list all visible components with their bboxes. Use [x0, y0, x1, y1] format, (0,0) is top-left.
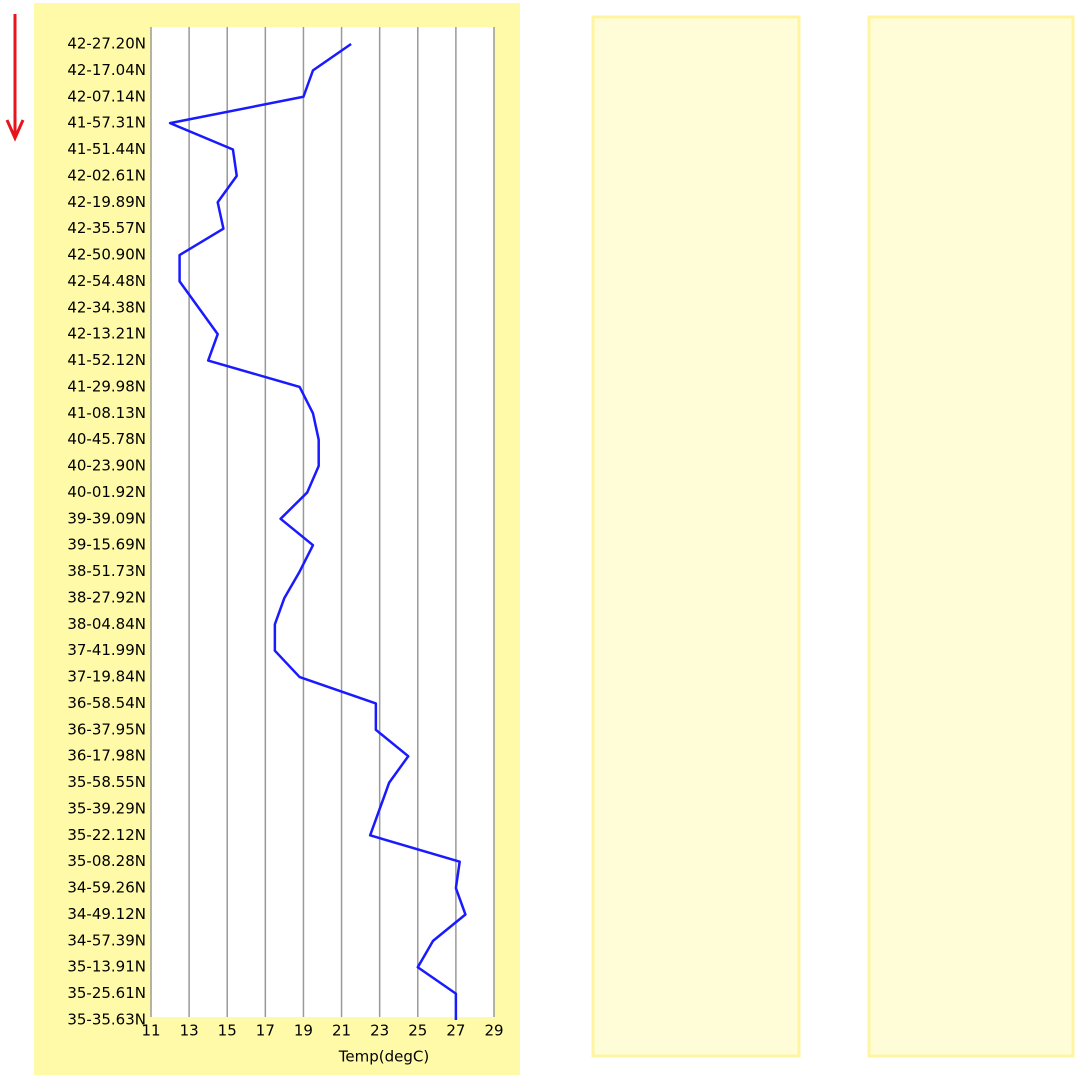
plot-area: [151, 27, 494, 1017]
y-tick-label: 41-29.98N: [67, 377, 146, 395]
x-tick-label: 15: [218, 1022, 237, 1040]
y-tick-label: 34-49.12N: [67, 905, 146, 923]
y-tick-label: 42-27.20N: [67, 35, 146, 53]
y-tick-label: 42-13.21N: [67, 325, 146, 343]
x-tick-label: 19: [294, 1022, 313, 1040]
y-tick-label: 42-35.57N: [67, 219, 146, 237]
empty-panel: [591, 15, 801, 1058]
y-tick-label: 40-45.78N: [67, 430, 146, 448]
y-tick-label: 35-39.29N: [67, 799, 146, 817]
x-tick-label: 17: [256, 1022, 275, 1040]
y-tick-label: 35-22.12N: [67, 826, 146, 844]
y-tick-label: 36-37.95N: [67, 720, 146, 738]
y-tick-label: 41-57.31N: [67, 114, 146, 132]
y-tick-label: 34-59.26N: [67, 879, 146, 897]
y-tick-label: 41-51.44N: [67, 140, 146, 158]
y-tick-label: 36-17.98N: [67, 747, 146, 765]
y-tick-label: 35-08.28N: [67, 852, 146, 870]
x-tick-label: 29: [484, 1022, 503, 1040]
x-tick-label: 11: [141, 1022, 160, 1040]
y-tick-label: 35-25.61N: [67, 984, 146, 1002]
y-tick-label: 40-01.92N: [67, 483, 146, 501]
direction-arrow: [5, 14, 25, 142]
data-line: [168, 42, 467, 1020]
x-tick-label: 13: [180, 1022, 199, 1040]
y-tick-label: 39-39.09N: [67, 509, 146, 527]
y-tick-label: 42-02.61N: [67, 166, 146, 184]
x-axis-label: Temp(degC): [338, 1048, 429, 1066]
y-tick-label: 42-07.14N: [67, 87, 146, 105]
y-tick-label: 35-58.55N: [67, 773, 146, 791]
y-tick-label: 38-04.84N: [67, 615, 146, 633]
y-tick-label: 40-23.90N: [67, 457, 146, 475]
y-tick-label: 35-35.63N: [67, 1011, 146, 1029]
x-tick-label: 21: [332, 1022, 351, 1040]
y-tick-label: 34-57.39N: [67, 931, 146, 949]
y-tick-label: 42-54.48N: [67, 272, 146, 290]
y-tick-label: 42-34.38N: [67, 298, 146, 316]
y-tick-label: 36-58.54N: [67, 694, 146, 712]
y-tick-label: 38-27.92N: [67, 588, 146, 606]
empty-panel: [867, 15, 1075, 1058]
y-tick-label: 41-08.13N: [67, 404, 146, 422]
y-tick-label: 42-50.90N: [67, 246, 146, 264]
y-tick-label: 35-13.91N: [67, 958, 146, 976]
x-tick-label: 25: [408, 1022, 427, 1040]
y-tick-label: 41-52.12N: [67, 351, 146, 369]
y-tick-label: 38-51.73N: [67, 562, 146, 580]
y-tick-label: 37-41.99N: [67, 641, 146, 659]
y-tick-label: 37-19.84N: [67, 668, 146, 686]
y-tick-label: 42-19.89N: [67, 193, 146, 211]
y-tick-label: 39-15.69N: [67, 536, 146, 554]
x-tick-label: 27: [446, 1022, 465, 1040]
x-tick-label: 23: [370, 1022, 389, 1040]
y-tick-label: 42-17.04N: [67, 61, 146, 79]
